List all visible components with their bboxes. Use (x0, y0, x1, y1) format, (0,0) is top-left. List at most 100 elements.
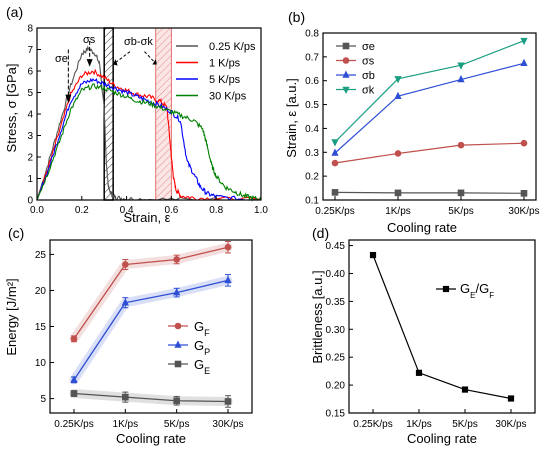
chart-a-ytick-label: 3 (27, 131, 33, 142)
annotation-sigma-e: σe (55, 53, 68, 65)
chart-d-ytick-label: 0.15 (326, 409, 346, 420)
arrowhead-sigma-b (113, 59, 118, 66)
chart-c-ytick-label: 20 (35, 286, 47, 297)
chart-a-frame (36, 27, 262, 201)
chart-a-xtick-label: 1.0 (254, 205, 268, 216)
arrowhead-sigma-k (152, 59, 157, 65)
region-red-fill (155, 28, 172, 200)
chart-a-xtick-label: 0.6 (164, 205, 178, 216)
chart-a-ytick-label: 7 (27, 45, 33, 56)
series-point-2 (224, 398, 232, 405)
chart-a-ylabel: Stress, σ [GPa] (4, 64, 19, 153)
chart-d-xtick-label: 0.25K/ps (353, 419, 392, 430)
series-point-0 (173, 256, 180, 263)
series-point-0 (70, 335, 78, 343)
series-line-0 (334, 191, 525, 194)
legend-label-3: 30 K/ps (209, 91, 247, 103)
chart-b-ytick-label: 0.7 (305, 52, 319, 63)
legend-label-2: GE (194, 357, 210, 376)
chart-a-xtick-label: 0.4 (120, 205, 134, 216)
panel-label-a: (a) (6, 4, 23, 20)
series-point-2 (122, 393, 129, 401)
chart-b-ytick-label: 0.5 (305, 100, 319, 111)
legend-label-sub-0: F (204, 328, 210, 338)
annotation-sigma-b-k: σb-σk (124, 36, 153, 48)
chart-a-ytick-label: 5 (27, 88, 33, 99)
arrowhead-sigma-e (65, 94, 72, 104)
chart-c-xtick-label: 1K/ps (113, 419, 139, 430)
chart-c-xtick-label: 0.25K/ps (54, 419, 93, 430)
series-point-2 (457, 74, 465, 83)
chart-a-ytick-label: 8 (27, 24, 33, 35)
series-point-0 (520, 190, 528, 197)
chart-d-ylabel: Brittleness [a.u.] (310, 270, 325, 363)
chart-c-ytick-label: 10 (35, 358, 47, 369)
series-point-2 (70, 390, 78, 397)
series-line-3 (36, 83, 262, 203)
chart-b-ytick-label: 0.8 (305, 29, 319, 40)
legend-label-sub: F (489, 291, 494, 300)
chart-a-ytick-label: 1 (27, 174, 33, 185)
series-point-0 (457, 189, 465, 197)
panel-label-d: (d) (312, 225, 329, 241)
chart-a-ytick-label: 6 (27, 67, 33, 78)
arrowhead-sigma-s (86, 59, 93, 67)
series-point-1 (394, 150, 402, 157)
series-line-2 (73, 392, 229, 403)
chart-b-xtick-label: 0.25K/ps (315, 206, 354, 217)
chart-d-ytick-label: 0.45 (326, 241, 346, 252)
chart-b-ytick-label: 0.4 (305, 124, 319, 135)
series-point-0 (122, 261, 129, 268)
chart-b-xtick-label: 5K/ps (448, 206, 474, 217)
chart-d-ytick-label: 0.35 (326, 297, 346, 308)
series-point-1 (457, 141, 465, 149)
legend-label-0: GE/GF (460, 281, 494, 300)
series-point-2 (173, 397, 180, 405)
chart-a-xtick-label: 0.0 (30, 205, 44, 216)
legend-label-1: σs (362, 56, 375, 68)
legend-marker-2 (342, 70, 350, 78)
arrow-sigma-b (113, 51, 131, 64)
legend-marker-0 (442, 285, 450, 293)
chart-d-ytick-label: 0.20 (326, 381, 346, 392)
legend-label-3: σk (362, 85, 375, 97)
chart-a-xtick-label: 0.8 (209, 205, 223, 216)
legend-marker-0 (174, 322, 182, 330)
series-point-1 (121, 298, 129, 306)
annotation-sigma-s: σs (83, 34, 96, 46)
legend-marker-2 (174, 360, 182, 368)
panel-label-b: (b) (288, 9, 305, 25)
series-line-2 (334, 62, 525, 154)
chart-c-ylabel: Energy [J/m²] (4, 278, 19, 355)
series-point-0 (331, 189, 339, 196)
series-point-1 (520, 139, 528, 147)
legend-marker-0 (342, 42, 350, 50)
legend-label-1: GP (194, 338, 210, 357)
chart-a-xtick-label: 0.2 (75, 205, 89, 216)
series-line-1 (73, 279, 229, 381)
series-line-0 (73, 246, 229, 340)
region-black-hatch (103, 27, 114, 201)
series-point-0 (415, 369, 423, 376)
chart-a-ytick-label: 4 (27, 110, 33, 121)
series-point-3 (457, 62, 465, 70)
series-point-0 (461, 386, 469, 393)
chart-c-xtick-label: 30K/ps (212, 419, 243, 430)
chart-b-ytick-label: 0.6 (305, 76, 319, 87)
series-point-0 (394, 189, 402, 197)
chart-c-ytick-label: 5 (40, 394, 46, 405)
chart-d-xtick-label: 1K/ps (406, 419, 432, 430)
legend-label-part: /G (475, 281, 489, 296)
legend-marker-1 (342, 57, 350, 64)
series-point-2 (331, 148, 339, 156)
series-point-1 (70, 375, 78, 383)
chart-b-ytick-label: 0.1 (305, 196, 319, 207)
series-line-1 (334, 142, 525, 164)
legend-marker-1 (174, 340, 182, 348)
chart-b-xtick-label: 30K/ps (508, 206, 539, 217)
series-line-3 (334, 40, 525, 143)
legend-label-2: 5 K/ps (209, 74, 241, 86)
legend-label-part: G (460, 281, 470, 296)
legend-label-1: 1 K/ps (209, 58, 241, 70)
